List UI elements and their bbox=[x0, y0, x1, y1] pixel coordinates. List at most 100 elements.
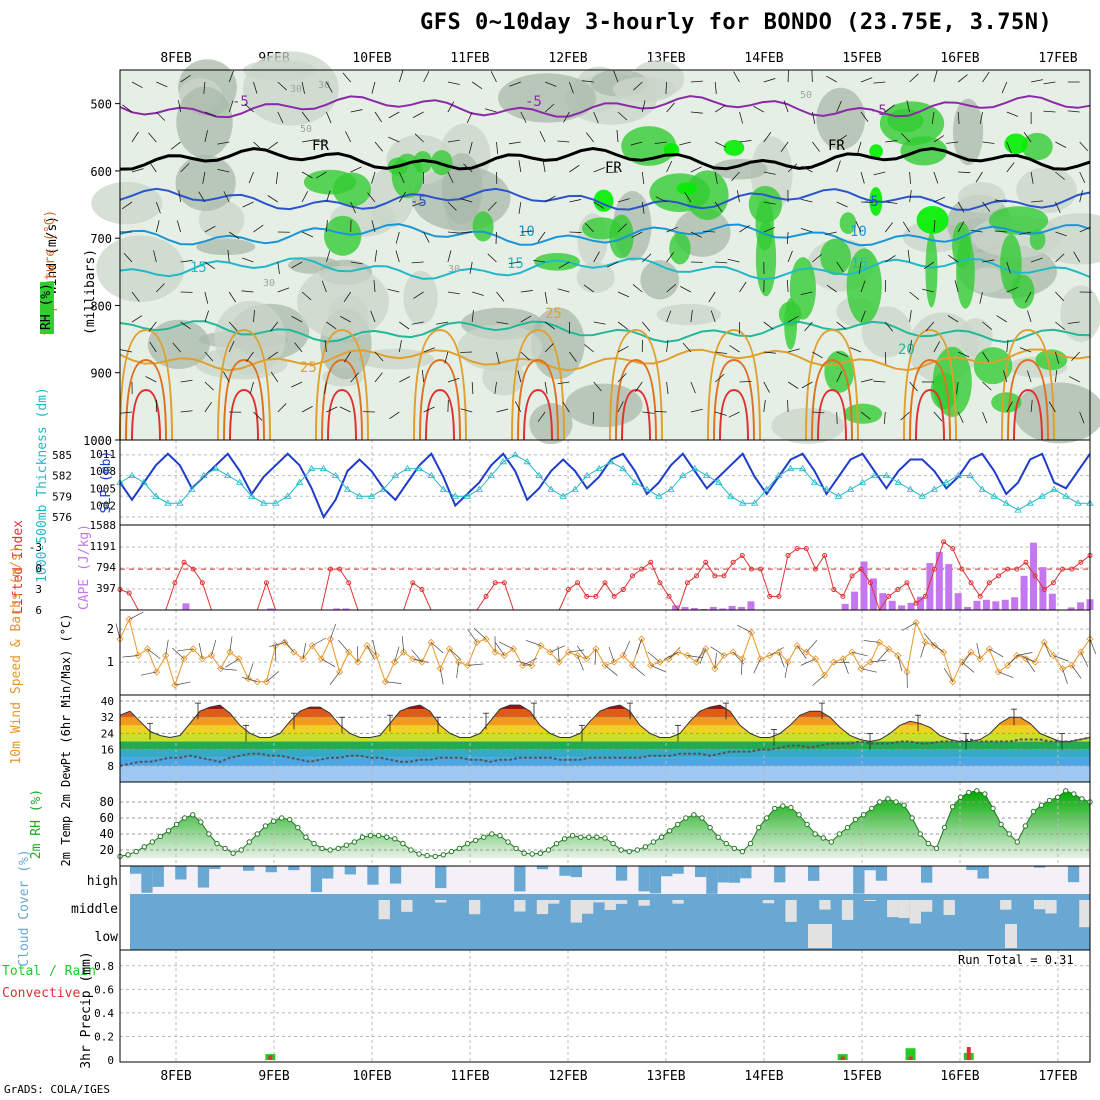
wind-barb bbox=[1067, 321, 1080, 324]
wind-barb bbox=[484, 108, 497, 113]
ytick-label: 0 bbox=[35, 562, 42, 575]
wind-barb bbox=[1055, 321, 1065, 330]
rh-green bbox=[991, 392, 1022, 413]
rh-marker bbox=[545, 847, 552, 853]
thickness-marker bbox=[259, 499, 268, 506]
warm-contour bbox=[119, 328, 173, 441]
rh-marker bbox=[586, 834, 592, 840]
cloud-mid-gap bbox=[469, 900, 481, 915]
cloud-mid-gap bbox=[909, 900, 921, 924]
ytick-label: 1005 bbox=[90, 482, 117, 495]
wind-barb-10m bbox=[1080, 652, 1089, 667]
wind-barb bbox=[1055, 253, 1065, 263]
wind-speed-marker bbox=[1068, 661, 1076, 669]
rh-marker bbox=[1022, 823, 1029, 829]
rh-marker bbox=[327, 847, 333, 853]
rh-marker bbox=[472, 837, 479, 844]
wind-barb bbox=[957, 221, 965, 233]
ytick-label: 40 bbox=[101, 695, 114, 708]
wind-barb-10m bbox=[122, 655, 139, 658]
rh-shade bbox=[576, 262, 615, 293]
wind-barb bbox=[826, 75, 837, 83]
wind-barb bbox=[389, 411, 400, 420]
wind-barb-10m bbox=[439, 668, 444, 685]
warm-contour bbox=[903, 328, 957, 441]
rh-green bbox=[846, 248, 882, 324]
li-marker bbox=[327, 566, 333, 572]
wind-speed-marker bbox=[647, 661, 655, 669]
wind-barb bbox=[373, 280, 376, 293]
rh-marker bbox=[537, 850, 544, 856]
wind-barb bbox=[1031, 79, 1043, 83]
wind-barb bbox=[585, 223, 594, 233]
wind-barb bbox=[217, 168, 230, 173]
wind-barb bbox=[302, 139, 314, 143]
wind-speed-marker bbox=[143, 645, 152, 653]
warm-contour bbox=[131, 388, 161, 441]
wind-speed-marker bbox=[427, 638, 435, 646]
wind-barb bbox=[460, 198, 473, 203]
wind-speed-marker bbox=[299, 655, 307, 663]
wind-barb bbox=[148, 321, 157, 332]
temp-line bbox=[119, 704, 1091, 743]
wind-barb bbox=[860, 77, 873, 83]
rh-marker bbox=[569, 832, 576, 839]
wind-barb-10m bbox=[494, 642, 505, 656]
wind-barb bbox=[228, 100, 234, 113]
li-marker bbox=[895, 587, 901, 593]
wind-speed-marker bbox=[455, 658, 463, 666]
wind-barb bbox=[178, 100, 181, 113]
wind-speed-marker bbox=[354, 658, 362, 666]
cloud-mid-gap bbox=[548, 900, 560, 904]
rh-marker bbox=[852, 816, 859, 823]
wind-barb bbox=[617, 198, 630, 203]
wind-barb bbox=[787, 399, 789, 413]
wind-barb-10m bbox=[714, 652, 717, 669]
wind-barb bbox=[123, 252, 133, 263]
wind-barb bbox=[466, 111, 473, 124]
rh-shade bbox=[861, 306, 912, 358]
wind-barb bbox=[826, 284, 837, 293]
rh-green bbox=[755, 199, 774, 251]
cloud-mid-gap bbox=[943, 900, 955, 915]
wind-barb-10m bbox=[557, 646, 560, 663]
rh-marker bbox=[335, 845, 341, 852]
wind-barb bbox=[801, 165, 813, 173]
wind-barb bbox=[447, 291, 460, 295]
wind-barb bbox=[933, 411, 943, 422]
wind-speed-marker bbox=[207, 651, 216, 660]
temp-band bbox=[120, 749, 1090, 758]
wind-barb bbox=[253, 411, 263, 421]
wind-barb-10m bbox=[870, 659, 887, 663]
wind-barb bbox=[739, 140, 752, 143]
wind-barb bbox=[1026, 370, 1032, 383]
wind-barb-10m bbox=[372, 639, 377, 656]
wind-speed-marker bbox=[885, 645, 893, 653]
thickness-marker bbox=[966, 471, 974, 478]
rh-marker bbox=[149, 839, 156, 845]
wind-barb-10m bbox=[663, 651, 679, 660]
li-marker bbox=[620, 587, 626, 593]
wind-barb bbox=[836, 370, 843, 383]
rh-marker bbox=[723, 840, 729, 847]
wind-barb bbox=[520, 351, 530, 361]
wind-speed-marker bbox=[400, 648, 408, 656]
wind-barb bbox=[763, 171, 776, 175]
wind-barb bbox=[763, 226, 776, 233]
li-marker bbox=[126, 590, 132, 596]
cloud-high-cell bbox=[322, 866, 334, 879]
thickness-marker bbox=[1038, 492, 1046, 499]
wind-barb-10m bbox=[833, 661, 850, 664]
rh-marker bbox=[949, 804, 956, 810]
wind-barb bbox=[824, 231, 837, 235]
rh-marker bbox=[691, 812, 697, 818]
wind-barb bbox=[592, 411, 595, 425]
wind-barb bbox=[326, 190, 331, 203]
wind-barb bbox=[982, 321, 993, 330]
wind-barb bbox=[447, 250, 452, 263]
cape-bar bbox=[1077, 602, 1085, 610]
wind-barb bbox=[423, 71, 430, 83]
ytick-label: 600 bbox=[90, 165, 112, 179]
li-marker bbox=[190, 566, 196, 572]
wind-barb bbox=[786, 231, 789, 244]
